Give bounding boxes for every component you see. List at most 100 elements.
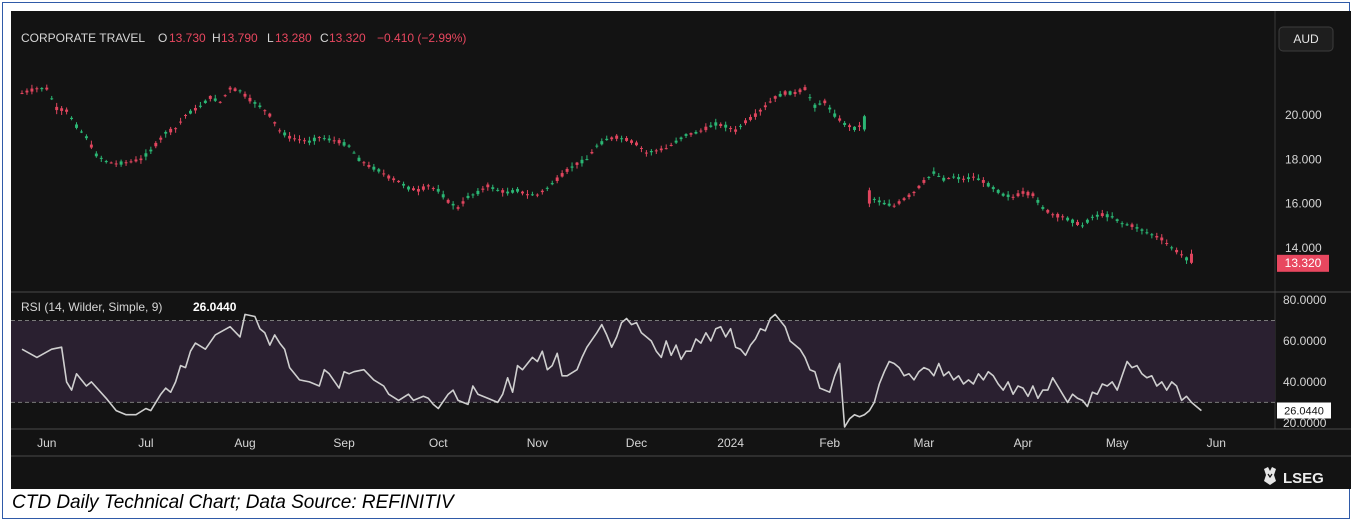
candle-body	[1090, 216, 1094, 218]
candle-body	[947, 178, 951, 180]
candlestick-chart[interactable]: 20.000 18.000 16.000 14.000 80.0000 60.0000 40…	[11, 11, 1351, 489]
candle-body	[1071, 219, 1075, 223]
candle-body	[659, 148, 663, 151]
candle-body	[89, 144, 93, 148]
candle-body	[758, 109, 762, 112]
candle-body	[942, 177, 946, 181]
candle-body	[397, 180, 401, 183]
candle-body	[922, 180, 926, 183]
candle-body	[436, 188, 440, 192]
candle-body	[753, 113, 757, 117]
candle-body	[169, 128, 173, 133]
candle-body	[828, 107, 832, 110]
candle-body	[416, 188, 420, 192]
candle-body	[734, 129, 738, 132]
figure-caption: CTD Daily Technical Chart; Data Source: …	[12, 492, 454, 513]
candle-body	[104, 161, 108, 163]
candle-body	[337, 140, 341, 144]
candle-body	[654, 150, 658, 152]
candle-body	[848, 125, 852, 128]
candle-body	[525, 194, 529, 196]
candle-body	[744, 120, 747, 124]
candle-body	[1175, 249, 1179, 253]
candle-body	[639, 147, 643, 149]
candle-body	[1120, 223, 1124, 225]
time-axis-tick: Aug	[234, 436, 255, 450]
candle-body	[1130, 224, 1134, 227]
candle-body	[600, 141, 604, 145]
candle-body	[580, 159, 584, 164]
candle-body	[530, 194, 534, 196]
rsi-label: RSI (14, Wilder, Simple, 9)	[21, 300, 162, 314]
candle-body	[521, 191, 524, 194]
candle-body	[674, 140, 678, 143]
candle-body	[877, 200, 881, 203]
candle-body	[887, 203, 891, 206]
high-value: 13.790	[221, 31, 258, 45]
candle-body	[803, 87, 807, 91]
candle-body	[932, 171, 936, 174]
candle-body	[278, 130, 282, 132]
candle-body	[1001, 193, 1005, 196]
ohlc-header: O 13.730 H 13.790 L 13.280 C 13.320 −0.4…	[158, 31, 466, 45]
candle-body	[268, 113, 272, 117]
candle-body	[50, 98, 54, 100]
candle-body	[927, 176, 931, 178]
time-axis-tick: Mar	[914, 436, 935, 450]
candle-body	[238, 90, 242, 92]
candle-body	[134, 159, 138, 162]
candle-body	[208, 95, 212, 99]
candle-body	[382, 173, 386, 175]
candle-body	[466, 195, 470, 198]
candle-body	[1026, 191, 1030, 196]
candle-body	[446, 199, 450, 203]
candle-body	[84, 136, 88, 139]
candle-body	[714, 122, 718, 126]
candle-body	[144, 153, 148, 157]
candle-body	[283, 132, 287, 136]
candle-body	[937, 175, 941, 177]
candle-body	[897, 201, 901, 204]
candle-body	[451, 203, 455, 206]
candle-body	[377, 169, 381, 172]
price-axis-tick: 20.000	[1285, 108, 1322, 122]
candle-body	[808, 97, 812, 99]
candle-body	[719, 124, 723, 127]
time-axis-tick: May	[1106, 436, 1129, 450]
close-label: C	[320, 31, 329, 45]
candle-body	[1100, 213, 1104, 217]
rsi-axis-tick: 40.0000	[1283, 375, 1327, 389]
change-value: −0.410 (−2.99%)	[377, 31, 466, 45]
candle-body	[298, 139, 301, 141]
candle-body	[1066, 217, 1070, 221]
candle-body	[471, 194, 475, 196]
candle-body	[773, 96, 777, 99]
time-axis-tick: Jul	[138, 436, 153, 450]
candle-body	[253, 102, 257, 104]
open-label: O	[158, 31, 167, 45]
candle-body	[649, 150, 653, 153]
candle-body	[902, 198, 906, 201]
candle-body	[1190, 253, 1193, 263]
candle-body	[30, 88, 34, 92]
candle-body	[535, 194, 539, 196]
candle-body	[862, 116, 866, 130]
candle-body	[184, 115, 188, 117]
candle-body	[347, 145, 351, 147]
candle-body	[1180, 254, 1184, 256]
candle-body	[352, 152, 356, 154]
time-axis-tick: Jun	[1207, 436, 1226, 450]
candle-body	[967, 177, 970, 180]
candle-body	[312, 137, 316, 142]
currency-label: AUD	[1293, 32, 1319, 46]
candle-body	[1095, 214, 1099, 217]
candle-body	[625, 137, 629, 141]
currency-button[interactable]: AUD	[1278, 26, 1334, 52]
candle-body	[1140, 229, 1144, 231]
candle-body	[907, 194, 911, 197]
candle-body	[25, 90, 29, 93]
candle-body	[79, 131, 83, 133]
candle-body	[461, 201, 465, 204]
candle-body	[882, 202, 886, 205]
candle-body	[595, 145, 599, 147]
